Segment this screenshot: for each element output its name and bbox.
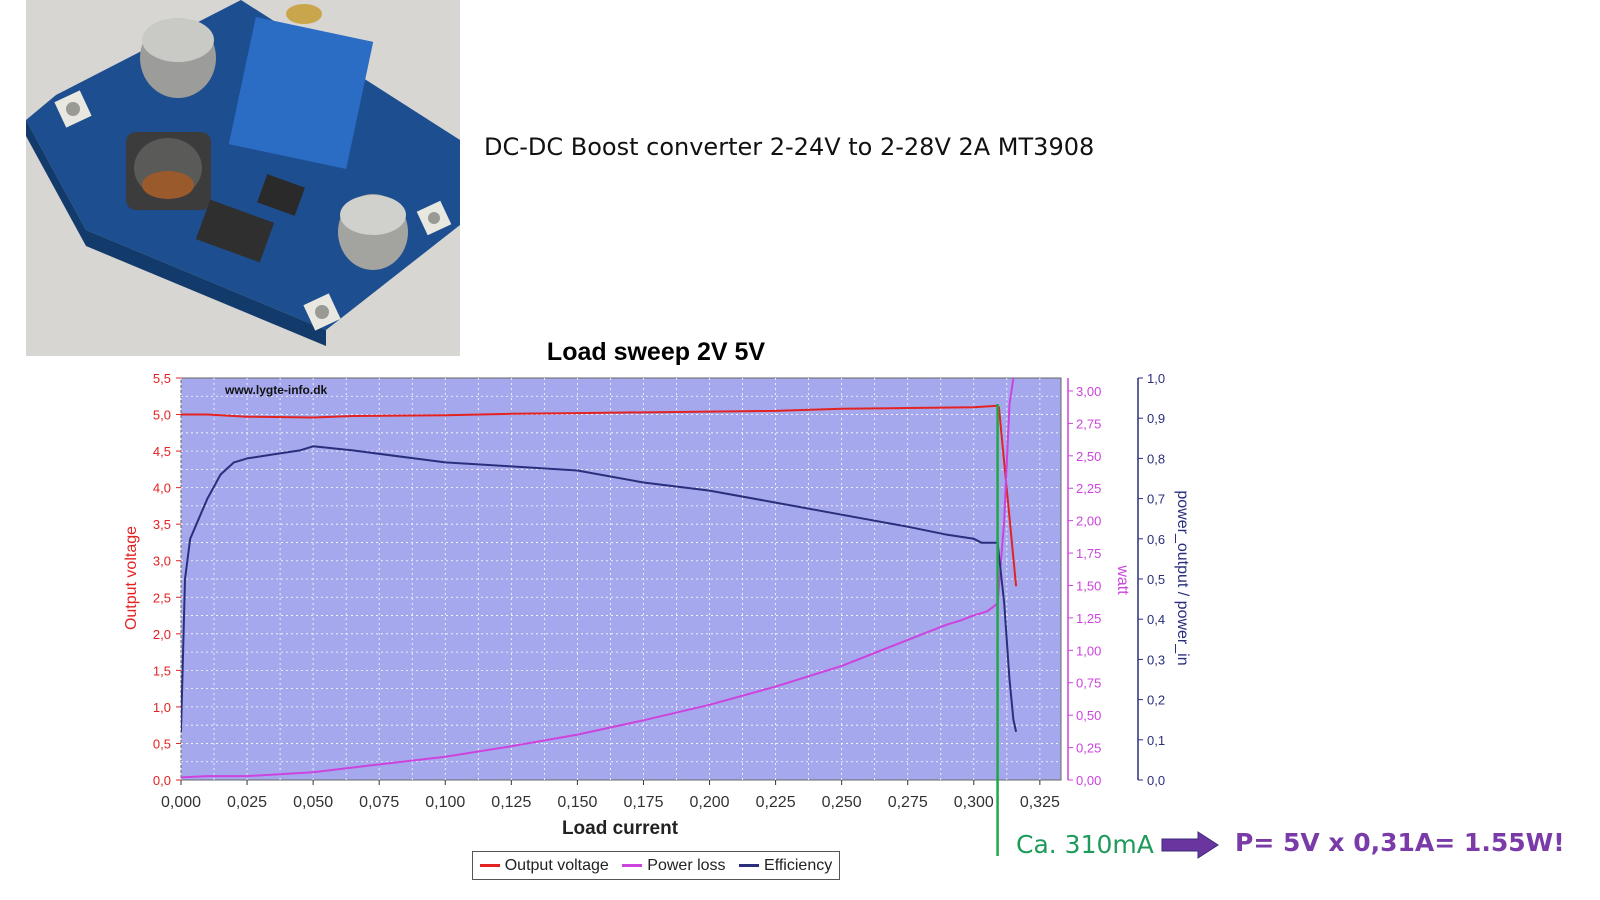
y-right2-tick-label: 0,0 (1147, 773, 1165, 788)
y-left-tick-label: 1,5 (153, 663, 171, 678)
x-tick-label: 0,075 (359, 794, 399, 811)
legend-item-efficiency: Efficiency (739, 857, 832, 875)
y-right1-tick-label: 1,75 (1076, 546, 1101, 561)
ic-chip (257, 174, 305, 216)
x-tick-label: 0,100 (425, 794, 465, 811)
chart-legend: Output voltage Power loss Efficiency (472, 851, 840, 880)
y-right2-tick-label: 0,1 (1147, 733, 1165, 748)
y-left-tick-label: 5,5 (153, 371, 171, 386)
power-annotation: P= 5V x 0,31A= 1.55W! (1235, 828, 1565, 857)
y-right1-tick-label: 1,50 (1076, 578, 1101, 593)
y-right2-axis-label: power_output / power_in (1174, 490, 1191, 665)
legend-swatch-power-loss (622, 864, 643, 867)
y-left-tick-label: 2,5 (153, 590, 171, 605)
y-left-tick-label: 2,0 (153, 627, 171, 642)
legend-label-efficiency: Efficiency (764, 856, 833, 874)
legend-swatch-efficiency (739, 864, 760, 867)
legend-item-power-loss: Power loss (622, 856, 726, 875)
x-tick-label: 0,125 (491, 794, 531, 811)
x-tick-label: 0,225 (756, 794, 796, 811)
y-right2-tick-label: 0,5 (1147, 572, 1165, 587)
y-right1-tick-label: 0,50 (1076, 708, 1101, 723)
y-right1-tick-label: 3,00 (1076, 384, 1101, 399)
x-tick-label: 0,175 (623, 794, 663, 811)
y-left-tick-label: 3,0 (153, 554, 171, 569)
current-annotation: Ca. 310mA (1016, 830, 1154, 859)
x-tick-label: 0,050 (293, 794, 333, 811)
x-tick-label: 0,150 (557, 794, 597, 811)
axes-layer: 0,000 0,025 0,050 0,075 0,100 0,125 0,150 0,175… (123, 371, 1191, 839)
series-line-power-loss (181, 378, 1015, 779)
y-right2-tick-label: 0,6 (1147, 532, 1165, 547)
x-tick-label: 0,250 (822, 794, 862, 811)
y-left-axis-label: Output voltage (123, 526, 140, 630)
y-left-tick-label: 0,0 (153, 773, 171, 788)
x-tick-label: 0,025 (227, 794, 267, 811)
arrow-right-icon (1161, 831, 1219, 859)
diode-d1 (195, 199, 275, 263)
y-right2-tick-label: 0,9 (1147, 411, 1165, 426)
legend-label-output-voltage: Output voltage (504, 856, 609, 874)
y-right2-tick-label: 0,3 (1147, 652, 1165, 667)
x-tick-label: 0,300 (954, 794, 994, 811)
y-right1-axis-label: watt (1114, 564, 1131, 595)
y-right2-tick-label: 1,0 (1147, 371, 1165, 386)
y-right1-tick-label: 0,00 (1076, 773, 1101, 788)
plot-grid (180, 378, 1061, 780)
y-right2-tick-label: 0,8 (1147, 451, 1165, 466)
y-right1-tick-label: 2,25 (1076, 481, 1101, 496)
y-left-tick-label: 3,5 (153, 517, 171, 532)
series-line-efficiency (181, 445, 1018, 733)
y-right1-tick-label: 2,50 (1076, 449, 1101, 464)
x-tick-label: 0,200 (690, 794, 730, 811)
chart-title: Load sweep 2V 5V (547, 338, 765, 366)
legend-swatch-output-voltage (479, 864, 500, 867)
y-right1-tick-label: 1,25 (1076, 611, 1101, 626)
y-left-tick-label: 4,0 (153, 481, 171, 496)
legend-item-output-voltage: Output voltage (479, 856, 609, 875)
y-right1-tick-label: 0,25 (1076, 741, 1101, 756)
product-photo (26, 0, 460, 356)
marker-layer (996, 404, 1219, 859)
y-right2-tick-label: 0,2 (1147, 693, 1165, 708)
y-right2-tick-label: 0,4 (1147, 612, 1165, 627)
trimmer-potentiometer (228, 16, 374, 170)
legend-label-power-loss: Power loss (647, 856, 726, 874)
x-tick-label: 0,000 (161, 794, 201, 811)
y-left-tick-label: 1,0 (153, 700, 171, 715)
y-right2-tick-label: 0,7 (1147, 492, 1165, 507)
y-right1-tick-label: 2,75 (1076, 416, 1101, 431)
y-right1-tick-label: 0,75 (1076, 676, 1101, 691)
y-left-tick-label: 0,5 (153, 736, 171, 751)
y-left-tick-label: 4,5 (153, 444, 171, 459)
x-tick-label: 0,275 (888, 794, 928, 811)
x-axis-label: Load current (562, 818, 679, 839)
x-tick-label: 0,325 (1020, 794, 1060, 811)
y-left-tick-label: 5,0 (153, 408, 171, 423)
y-right1-tick-label: 2,00 (1076, 514, 1101, 529)
y-right1-tick-label: 1,00 (1076, 643, 1101, 658)
series-line-output-voltage (181, 404, 1018, 587)
chart-watermark: www.lygte-info.dk (224, 383, 328, 397)
series-layer (181, 378, 1018, 779)
page-subtitle: DC-DC Boost converter 2-24V to 2-28V 2A … (484, 133, 1095, 161)
